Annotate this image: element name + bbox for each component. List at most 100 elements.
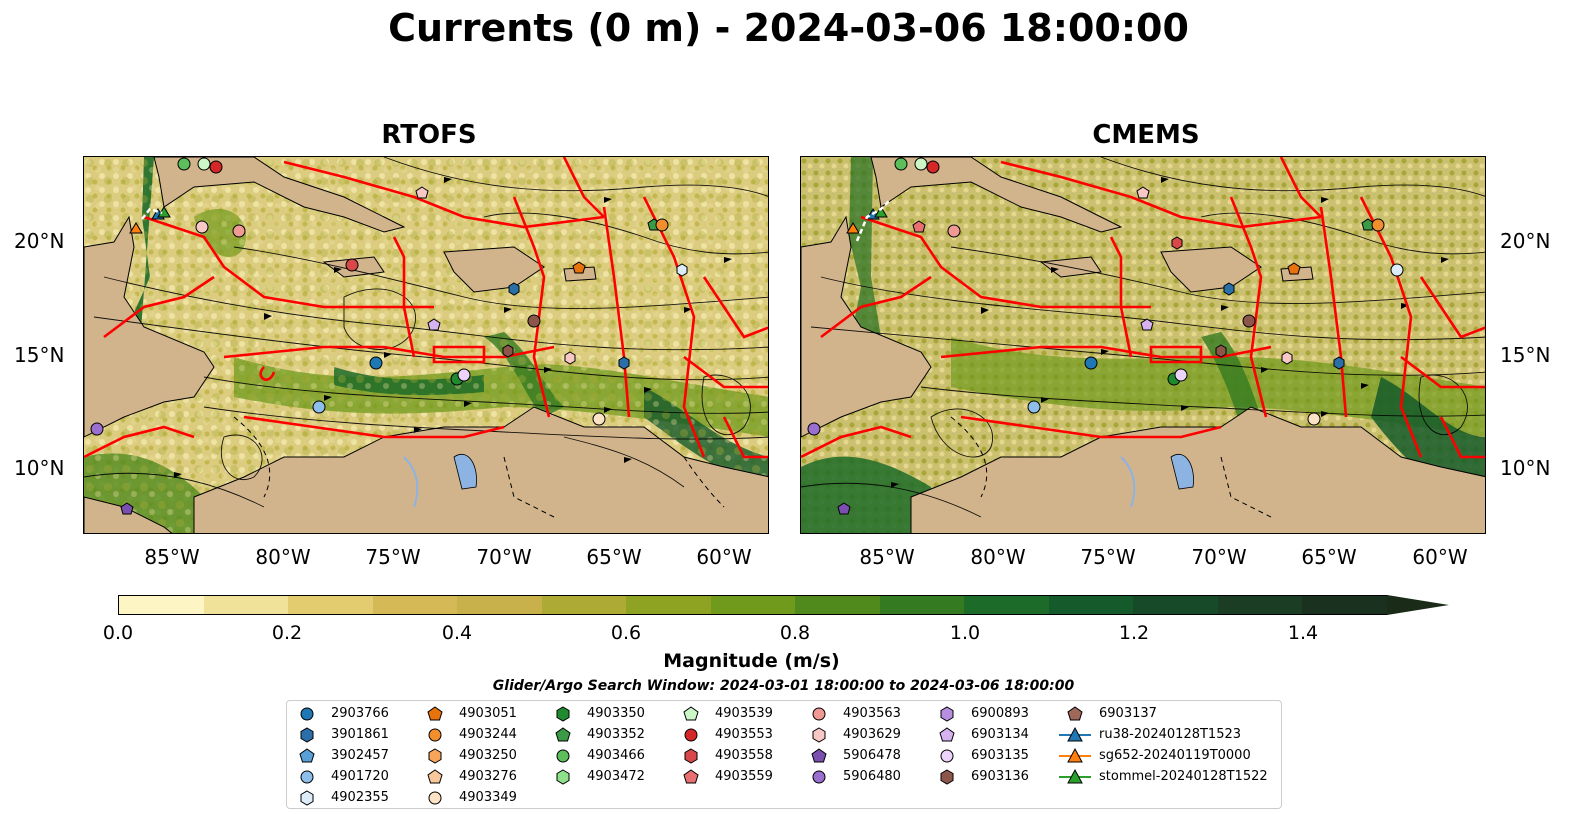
map-canvas-cmems [801,157,1485,533]
lon-label-75w-right: 75°W [1080,545,1136,569]
figure-title: Currents (0 m) - 2024-03-06 18:00:00 [388,6,1189,50]
legend-label: stommel-20240128T1522 [1099,769,1268,784]
lon-label-80w-left: 80°W [255,545,311,569]
legend-label: 4903466 [587,748,645,763]
map-canvas-rtofs [84,157,768,533]
legend-label: 5906478 [843,748,901,763]
legend-marker-pentagon [683,769,699,784]
legend-marker-circle [300,707,314,721]
colorbar-segment [203,596,289,614]
legend-label: 6900893 [971,706,1029,721]
legend-marker-triangle-line [1059,726,1091,742]
legend-marker-pentagon [299,748,315,763]
colorbar-tick: 0.0 [102,622,134,644]
colorbar-tick: 0.6 [610,622,642,644]
lon-label-85w-right: 85°W [859,545,915,569]
legend-label: 4903352 [587,727,645,742]
legend-label: 4903553 [715,727,773,742]
legend-marker-hexagon [300,790,314,806]
colorbar-segment [372,596,458,614]
legend-marker-pentagon [427,769,443,784]
legend-marker-hexagon [556,769,570,785]
lat-label-10n-left: 10°N [14,456,65,480]
legend-label: 4903350 [587,706,645,721]
legend-label: 2903766 [331,706,389,721]
legend-marker-hexagon [428,748,442,764]
legend-label: 4903051 [459,706,517,721]
legend-marker-circle [428,728,442,742]
legend-label: 4903349 [459,790,517,805]
colorbar-segment [795,596,880,614]
lon-label-70w-left: 70°W [476,545,532,569]
legend-marker-triangle-line [1059,747,1091,763]
legend-label: 4903629 [843,727,901,742]
legend-label: 6903136 [971,769,1029,784]
legend-marker-circle [300,770,314,784]
panel-title-rtofs: RTOFS [381,120,477,150]
legend-marker-pentagon [427,706,443,721]
legend-marker-triangle-line [1059,768,1091,784]
legend-label: 4903244 [459,727,517,742]
legend-marker-circle [812,770,826,784]
legend-label: 4903559 [715,769,773,784]
lat-label-20n-right: 20°N [1500,229,1551,253]
colorbar-tick: 1.2 [1118,622,1150,644]
legend-marker-circle [684,728,698,742]
legend-label: 6903135 [971,748,1029,763]
colorbar-segment [1133,596,1218,614]
legend-label: 5906480 [843,769,901,784]
colorbar-segment [288,596,373,614]
legend-label: 4903558 [715,748,773,763]
lat-label-15n-right: 15°N [1500,343,1551,367]
colorbar-segment [541,596,627,614]
legend-marker-hexagon [300,727,314,743]
legend-marker-circle [812,707,826,721]
lon-label-80w-right: 80°W [970,545,1026,569]
colorbar-label: Magnitude (m/s) [663,650,840,672]
legend-label: 4901720 [331,769,389,784]
lon-label-65w-right: 65°W [1301,545,1357,569]
lon-label-60w-right: 60°W [1412,545,1468,569]
legend-marker-hexagon [812,727,826,743]
colorbar-segment [879,596,965,614]
legend-marker-hexagon [684,748,698,764]
colorbar-segment [457,596,542,614]
colorbar-segment [119,596,204,614]
legend-marker-hexagon [940,706,954,722]
legend-marker-circle [940,749,954,763]
legend-marker-pentagon [939,727,955,742]
legend: 2903766 3901861 3902457 4901720 4902355 49030… [286,700,1282,809]
legend-label: 4903563 [843,706,901,721]
legend-marker-pentagon [811,748,827,763]
colorbar-segment [710,596,796,614]
lon-label-70w-right: 70°W [1191,545,1247,569]
colorbar-tick: 0.8 [779,622,811,644]
colorbar-segment [1217,596,1303,614]
colorbar-segment [1302,596,1387,614]
lon-label-75w-left: 75°W [365,545,421,569]
legend-label: 4903539 [715,706,773,721]
search-window-text: Glider/Argo Search Window: 2024-03-01 18… [492,678,1075,694]
colorbar-segment [626,596,711,614]
lon-label-65w-left: 65°W [586,545,642,569]
legend-label: 4903276 [459,769,517,784]
legend-label: 4903250 [459,748,517,763]
colorbar-segment [1048,596,1134,614]
colorbar [118,595,1388,615]
colorbar-tick: 1.0 [949,622,981,644]
legend-marker-pentagon [555,727,571,742]
lat-label-20n-left: 20°N [14,229,65,253]
legend-marker-circle [428,791,442,805]
map-panel-rtofs [83,156,769,534]
legend-marker-pentagon [1067,706,1083,721]
lon-label-85w-left: 85°W [144,545,200,569]
legend-label: sg652-20240119T0000 [1099,748,1251,763]
colorbar-extend-arrow [1387,595,1449,615]
legend-label: 3901861 [331,727,389,742]
colorbar-tick: 1.4 [1287,622,1319,644]
legend-marker-hexagon [940,769,954,785]
lat-label-10n-right: 10°N [1500,456,1551,480]
legend-label: 6903137 [1099,706,1157,721]
legend-marker-hexagon [556,706,570,722]
lat-label-15n-left: 15°N [14,343,65,367]
